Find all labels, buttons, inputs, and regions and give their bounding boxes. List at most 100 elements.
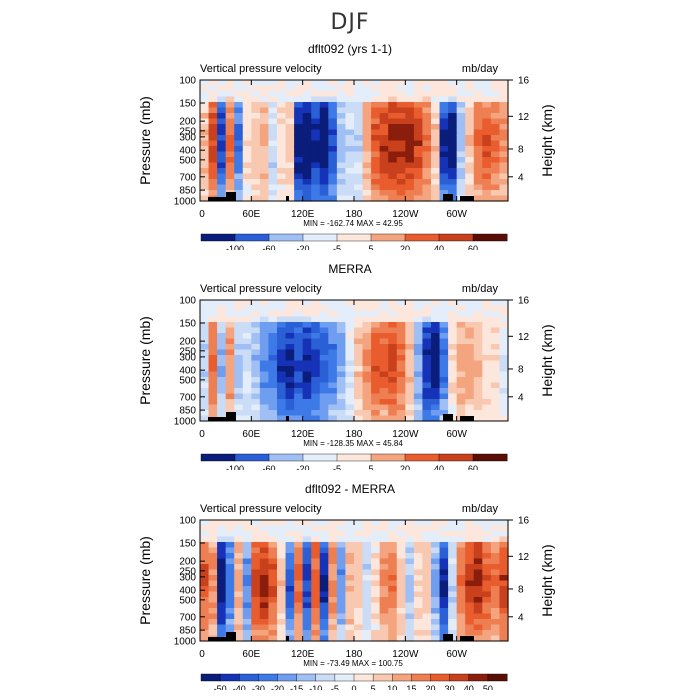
heatmap-cell — [405, 179, 415, 186]
colorbar-box — [336, 233, 372, 242]
heatmap-cell — [379, 355, 389, 362]
heatmap-cell — [422, 300, 432, 307]
heatmap-cell — [311, 96, 321, 103]
heatmap-cell — [388, 338, 398, 345]
heatmap-cell — [413, 360, 424, 367]
heatmap-cell — [371, 129, 381, 136]
heatmap-cell — [405, 140, 415, 147]
heatmap-cell — [448, 399, 458, 406]
heatmap-cell — [499, 619, 509, 626]
heatmap-cell — [499, 371, 509, 378]
heatmap-cell — [311, 102, 321, 109]
heatmap-cell — [345, 168, 355, 175]
y-axis-label: Pressure (mb) — [137, 96, 153, 185]
heatmap-cell — [225, 624, 235, 631]
heatmap-cell — [405, 558, 415, 565]
heatmap-cell — [208, 558, 218, 565]
heatmap-cell — [234, 586, 244, 593]
heatmap-cell — [456, 157, 466, 164]
heatmap-cell — [362, 575, 372, 582]
heatmap-cell — [448, 146, 458, 153]
heatmap-cell — [499, 569, 509, 576]
heatmap-cell — [362, 102, 372, 109]
heatmap-cell — [422, 393, 432, 400]
heatmap-cell — [482, 179, 492, 186]
y-tick-label: 400 — [179, 146, 196, 157]
heatmap-cell — [499, 157, 509, 164]
heatmap-cell — [259, 404, 270, 411]
heatmap-cell — [285, 624, 295, 631]
heatmap-cell — [208, 399, 218, 406]
heatmap-cell — [311, 173, 321, 180]
heatmap-cell — [448, 531, 458, 538]
heatmap-cell — [328, 569, 338, 576]
heatmap-cell — [285, 382, 295, 389]
heatmap-cell — [285, 377, 295, 384]
heatmap-cell — [473, 300, 483, 307]
heatmap-cell — [456, 311, 466, 318]
heatmap-cell — [362, 162, 372, 169]
heatmap-cell — [302, 135, 312, 142]
heatmap-cell — [448, 344, 458, 351]
heatmap-cell — [362, 393, 372, 400]
heatmap-cell — [319, 173, 329, 180]
heatmap-cell — [405, 630, 415, 637]
x-tick-label: 60W — [446, 209, 467, 220]
heatmap-cell — [448, 91, 458, 98]
heatmap-cell — [242, 608, 252, 615]
heatmap-cell — [208, 597, 218, 604]
heatmap-cell — [388, 162, 398, 169]
heatmap-cell — [285, 393, 295, 400]
heatmap-cell — [268, 184, 278, 191]
heatmap-cell — [362, 635, 372, 642]
heatmap-cell — [259, 129, 270, 136]
heatmap-cell — [242, 525, 252, 532]
heatmap-cell — [456, 184, 466, 191]
heatmap-cell — [251, 135, 261, 142]
heatmap-cell — [413, 531, 424, 538]
heatmap-cell — [405, 344, 415, 351]
heatmap-cell — [465, 580, 475, 587]
heatmap-cell — [294, 542, 304, 549]
heatmap-cell — [200, 135, 210, 142]
heatmap-cell — [200, 85, 210, 92]
heatmap-cell — [259, 415, 270, 422]
heatmap-cell — [345, 124, 355, 131]
heatmap-cell — [482, 124, 492, 131]
heatmap-cell — [217, 300, 227, 307]
heatmap-cell — [473, 558, 483, 565]
heatmap-cell — [345, 333, 355, 340]
heatmap-cell — [388, 542, 398, 549]
heatmap-cell — [319, 520, 329, 527]
heatmap-cell — [422, 135, 432, 142]
heatmap-cell — [490, 410, 501, 417]
heatmap-cell — [362, 300, 372, 307]
heatmap-cell — [490, 179, 501, 186]
heatmap-cell — [268, 124, 278, 131]
heatmap-cell — [311, 349, 321, 356]
heatmap-cell — [268, 613, 278, 620]
chart-svg-1: dflt092 (yrs 1-1)Vertical pressure veloc… — [137, 42, 555, 250]
heatmap-cell — [259, 520, 270, 527]
heatmap-cell — [302, 382, 312, 389]
heatmap-cell — [388, 624, 398, 631]
heatmap-cell — [200, 553, 210, 560]
heatmap-cell — [208, 173, 218, 180]
heatmap-cell — [499, 190, 509, 197]
heatmap-cell — [302, 635, 312, 642]
heatmap-cell — [371, 410, 381, 417]
heatmap-cell — [328, 575, 338, 582]
heatmap-cell — [405, 151, 415, 158]
heatmap-cell — [345, 553, 355, 560]
heatmap-cell — [277, 580, 287, 587]
heatmap-cell — [456, 355, 466, 362]
heatmap-cell — [439, 619, 449, 626]
heatmap-cell — [499, 553, 509, 560]
heatmap-cell — [499, 113, 509, 120]
heatmap-cell — [251, 536, 261, 543]
heatmap-cell — [448, 118, 458, 125]
heatmap-cell — [294, 371, 304, 378]
heatmap-cell — [362, 140, 372, 147]
heatmap-cell — [431, 602, 441, 609]
heatmap-cell — [388, 113, 398, 120]
